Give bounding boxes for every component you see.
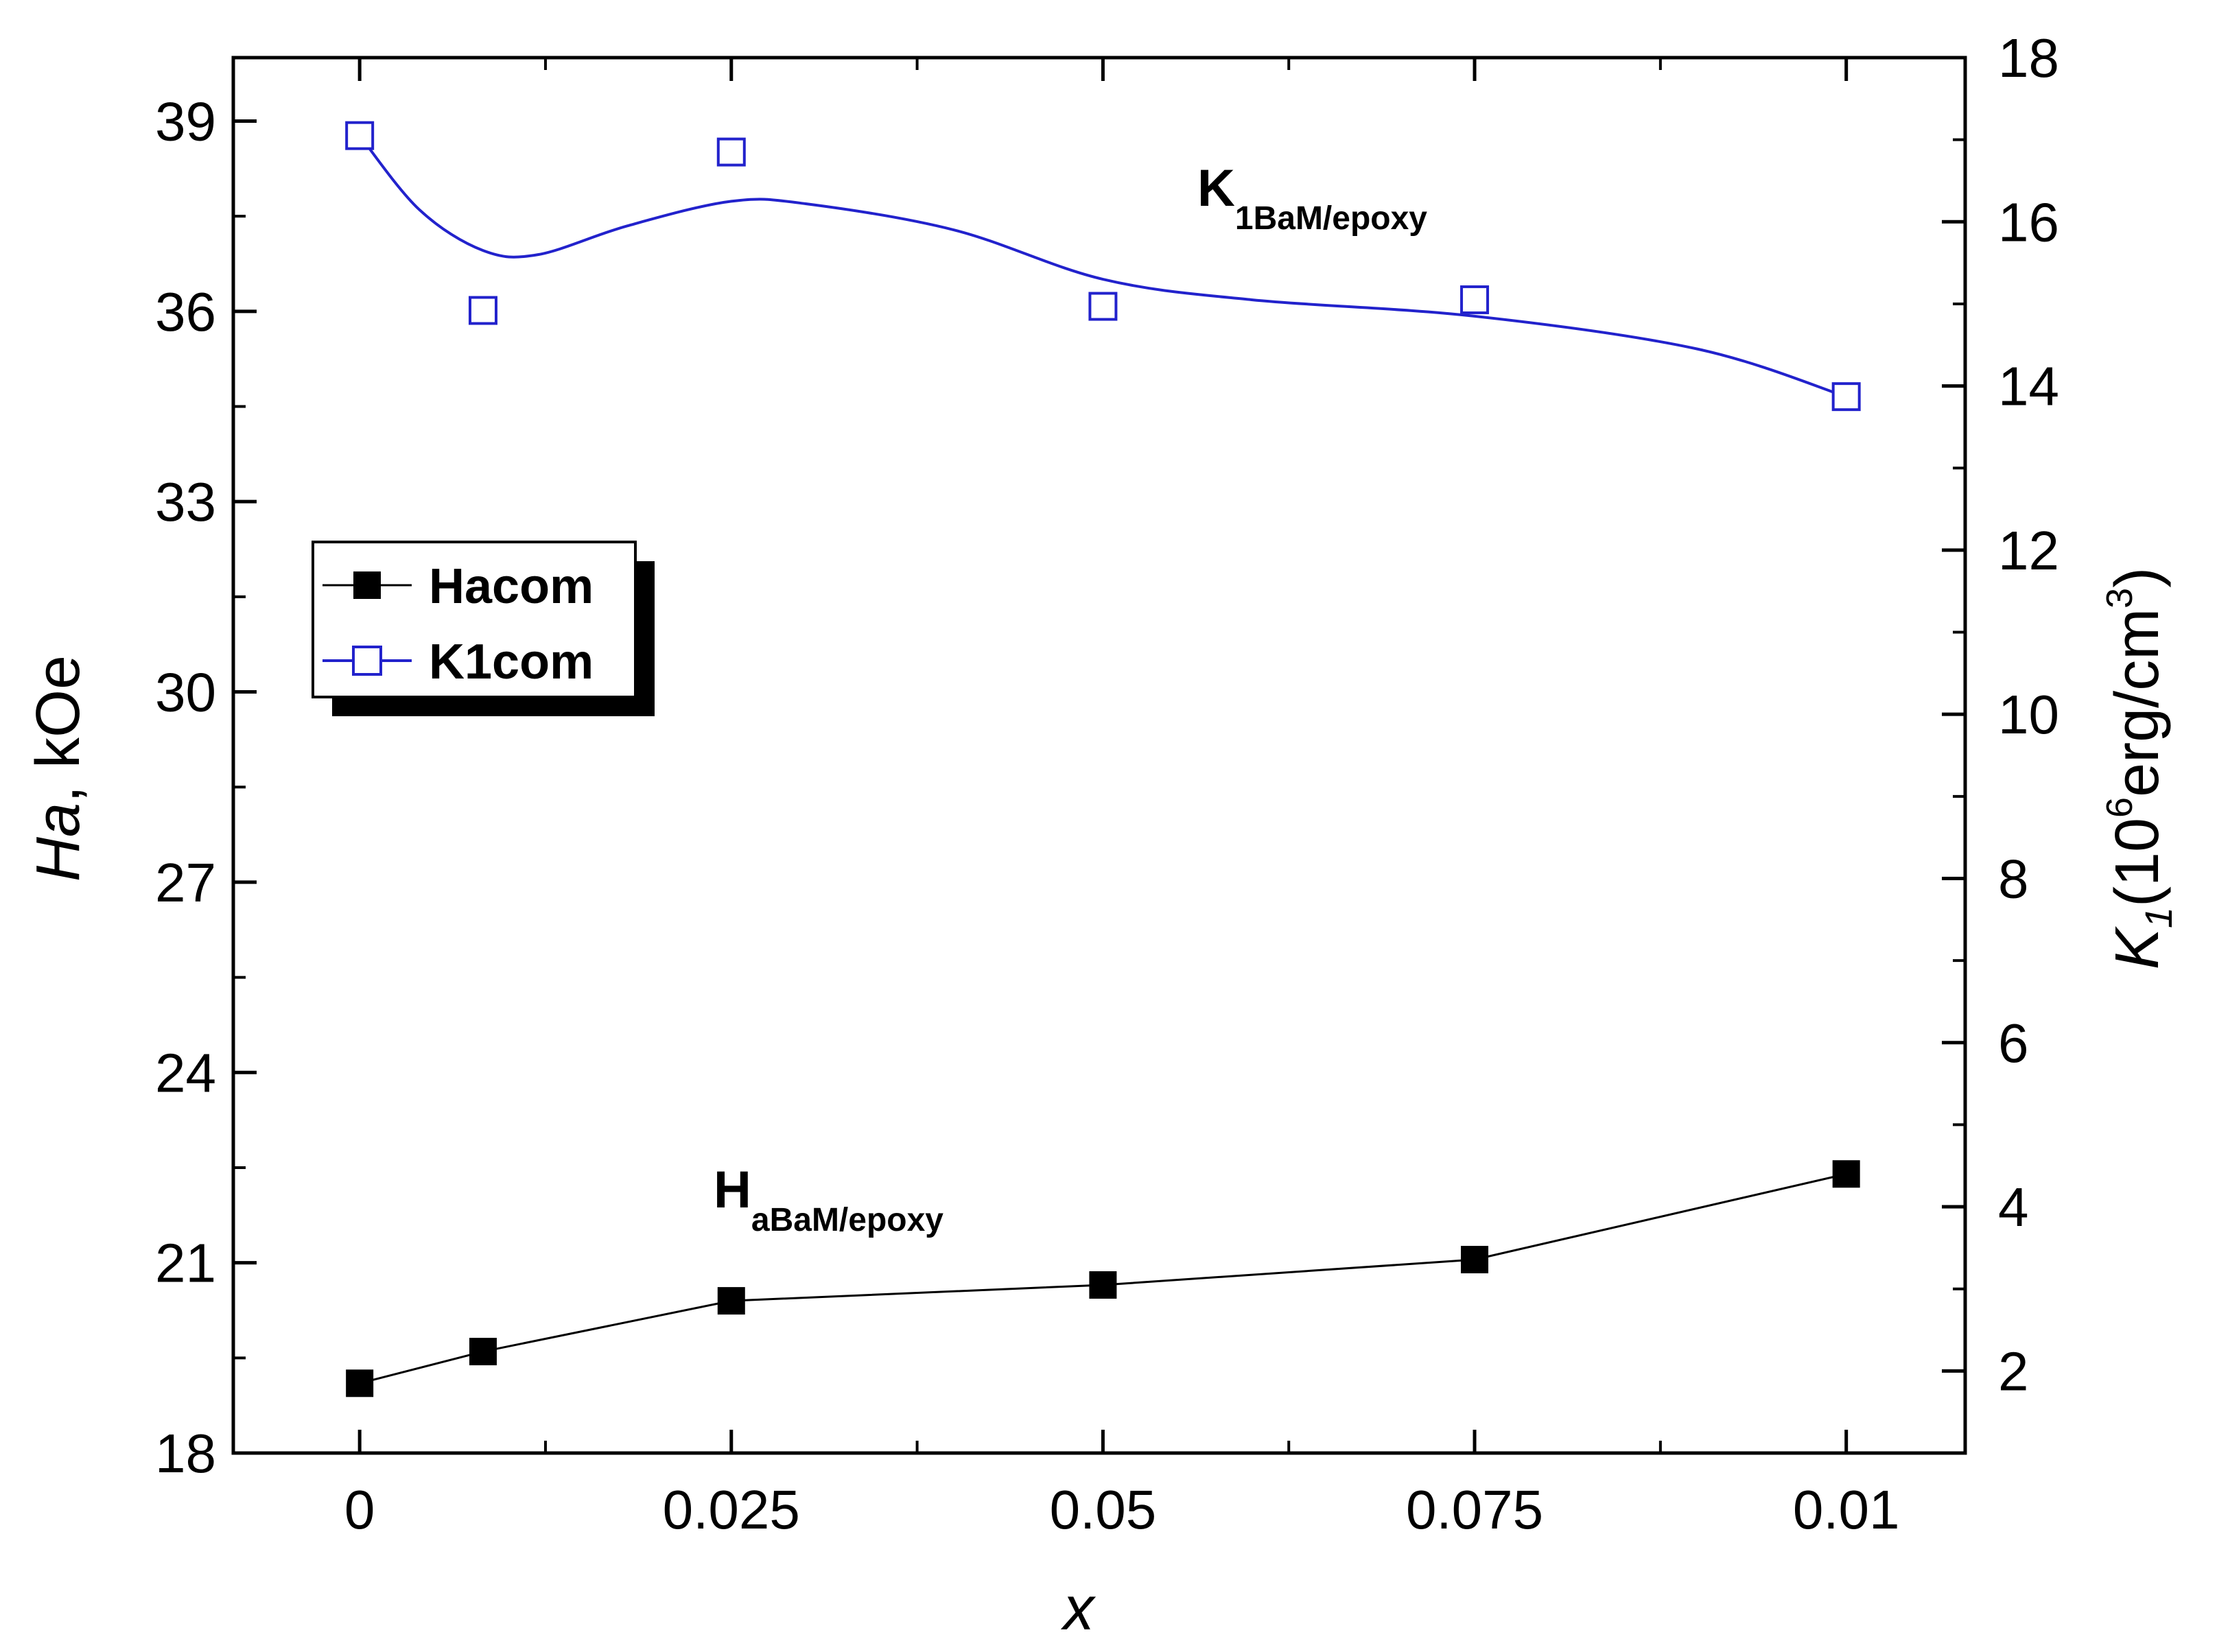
y-left-tick-label: 21 <box>155 1233 216 1294</box>
x-axis-title: x <box>1061 1574 1096 1643</box>
hacom-series <box>346 1160 1860 1397</box>
legend-hacom-marker <box>353 571 381 599</box>
hacom-point <box>1089 1271 1117 1299</box>
k1com-point <box>1088 292 1118 321</box>
x-tick-label: 0.025 <box>663 1479 800 1540</box>
y-right-tick-label: 6 <box>1998 1013 2029 1074</box>
x-tick-label: 0 <box>344 1479 375 1540</box>
hacom-point <box>469 1338 497 1366</box>
x-axis-ticks: 0 0.025 0.05 0.075 0.01 <box>344 58 1900 1540</box>
y-left-tick-label: 27 <box>155 852 216 913</box>
k1com-fit-curve <box>358 134 1847 399</box>
hacom-point <box>1461 1246 1489 1274</box>
y-left-tick-label: 36 <box>155 281 216 342</box>
x-tick-label: 0.05 <box>1050 1479 1157 1540</box>
y-left-axis-title: Ha, kOe <box>24 655 93 882</box>
k1com-point <box>1831 382 1861 412</box>
legend-k1com-label: K1com <box>429 635 594 689</box>
k1com-point <box>716 137 746 167</box>
k1com-series <box>345 121 1861 412</box>
y-left-tick-label: 30 <box>155 662 216 723</box>
k1-annotation: K1BaM/epoxy <box>1197 159 1427 237</box>
y-right-tick-label: 8 <box>1998 848 2029 909</box>
legend: Hacom K1com <box>312 541 655 716</box>
y-right-tick-label: 4 <box>1998 1177 2029 1238</box>
y-right-axis-ticks: 2 4 6 8 10 12 14 16 18 <box>1942 27 2059 1402</box>
plot-frame <box>231 56 1967 1455</box>
y-left-tick-label: 18 <box>155 1423 216 1484</box>
y-left-tick-label: 24 <box>155 1042 216 1103</box>
y-right-axis-title: K1(106erg/cm3) <box>2099 567 2180 969</box>
ha-annotation: HaBaM/epoxy <box>714 1161 943 1238</box>
hacom-point <box>1832 1160 1860 1188</box>
legend-hacom-label: Hacom <box>429 559 594 614</box>
legend-k1com-marker <box>352 646 382 676</box>
y-left-axis-ticks: 18 21 24 27 30 33 36 39 <box>155 91 257 1484</box>
y-right-tick-label: 18 <box>1998 27 2059 88</box>
y-right-tick-label: 12 <box>1998 520 2059 581</box>
y-right-tick-label: 10 <box>1998 684 2059 745</box>
k1com-point <box>1460 285 1490 314</box>
x-tick-label: 0.075 <box>1406 1479 1543 1540</box>
y-right-tick-label: 14 <box>1998 356 2059 417</box>
k1com-point <box>468 296 497 325</box>
y-right-tick-label: 2 <box>1998 1341 2029 1402</box>
x-tick-label: 0.01 <box>1793 1479 1900 1540</box>
k1com-point <box>345 121 375 150</box>
hacom-point <box>346 1369 374 1397</box>
hacom-point <box>717 1287 745 1315</box>
y-right-tick-label: 16 <box>1998 191 2059 252</box>
hacom-line <box>359 1172 1847 1384</box>
y-left-tick-label: 39 <box>155 91 216 152</box>
y-left-tick-label: 33 <box>155 471 216 532</box>
